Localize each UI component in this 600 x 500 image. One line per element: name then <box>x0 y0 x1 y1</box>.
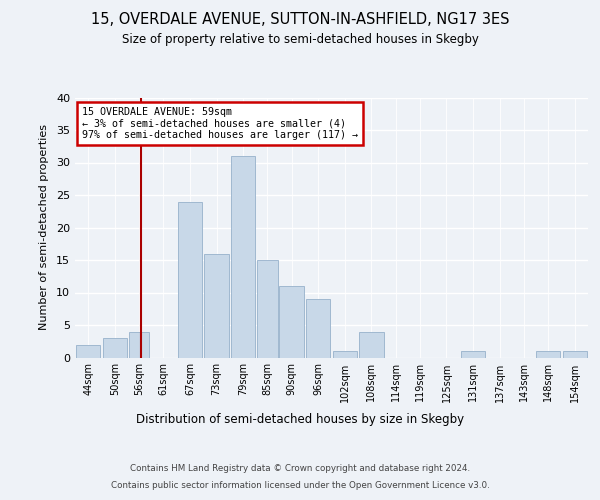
Y-axis label: Number of semi-detached properties: Number of semi-detached properties <box>39 124 49 330</box>
Bar <box>205 254 229 358</box>
Bar <box>76 344 100 358</box>
Bar <box>461 351 485 358</box>
Bar <box>359 332 383 357</box>
Text: 15 OVERDALE AVENUE: 59sqm
← 3% of semi-detached houses are smaller (4)
97% of se: 15 OVERDALE AVENUE: 59sqm ← 3% of semi-d… <box>82 108 358 140</box>
Bar <box>332 351 357 358</box>
Bar <box>536 351 560 358</box>
Bar <box>129 332 149 357</box>
Bar <box>280 286 304 358</box>
Bar <box>306 299 331 358</box>
Bar <box>563 351 587 358</box>
Text: Contains HM Land Registry data © Crown copyright and database right 2024.: Contains HM Land Registry data © Crown c… <box>130 464 470 473</box>
Bar <box>178 202 202 358</box>
Text: Contains public sector information licensed under the Open Government Licence v3: Contains public sector information licen… <box>110 481 490 490</box>
Bar <box>257 260 278 358</box>
Bar <box>231 156 255 358</box>
Bar <box>103 338 127 357</box>
Text: Distribution of semi-detached houses by size in Skegby: Distribution of semi-detached houses by … <box>136 412 464 426</box>
Text: 15, OVERDALE AVENUE, SUTTON-IN-ASHFIELD, NG17 3ES: 15, OVERDALE AVENUE, SUTTON-IN-ASHFIELD,… <box>91 12 509 28</box>
Text: Size of property relative to semi-detached houses in Skegby: Size of property relative to semi-detach… <box>122 32 478 46</box>
